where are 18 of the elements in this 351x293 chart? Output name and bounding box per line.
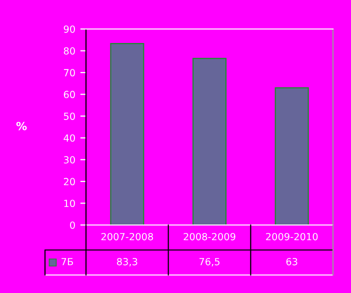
data-label: 63 (286, 258, 298, 266)
y-tick-label: 50 (64, 112, 75, 120)
y-axis-title: % (16, 122, 27, 130)
y-tick-label: 30 (64, 156, 75, 164)
y-tick-label: 70 (64, 69, 75, 76)
legend-label: 7Б (62, 258, 73, 266)
y-tick-label: 80 (64, 47, 75, 55)
x-tick-label: 2007-2008 (101, 232, 153, 240)
x-tick-label: 2008-2009 (184, 232, 236, 240)
y-tick-label: 20 (64, 178, 75, 186)
data-label: 76,5 (199, 258, 220, 266)
y-tick-label: 90 (64, 25, 75, 33)
x-tick-label: 2009-2010 (266, 232, 318, 240)
data-label: 83,3 (117, 258, 138, 266)
y-tick-label: 60 (64, 90, 75, 98)
y-tick-label: 40 (64, 134, 75, 142)
y-tick-label: 10 (64, 200, 75, 208)
y-tick-label: 0 (70, 221, 75, 229)
